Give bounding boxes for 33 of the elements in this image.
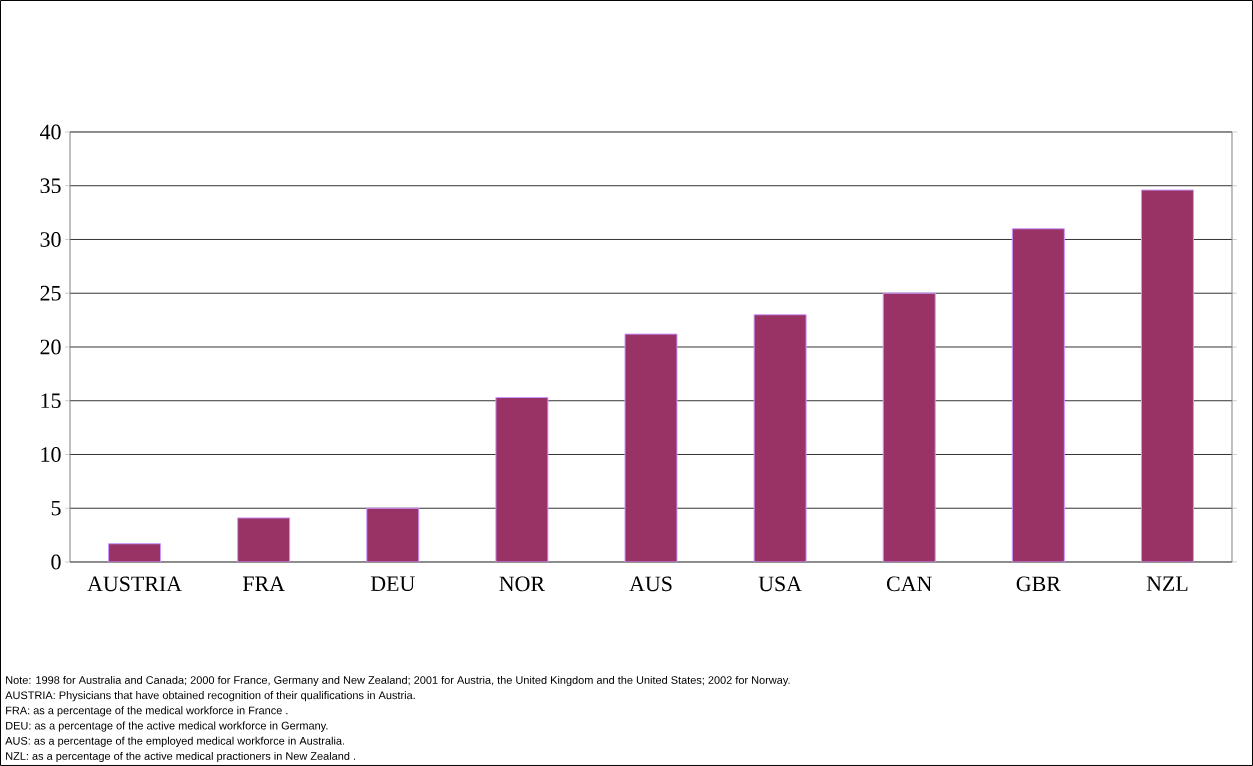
y-tick-label: 40 <box>39 124 61 140</box>
bar <box>624 333 678 562</box>
text: NZL: as a percentage of the active medical practioners in New Zealand . <box>6 751 356 763</box>
x-tick-label: USA <box>758 576 802 592</box>
bar <box>1140 189 1194 562</box>
text: Note: 1998 for Australia and Canada; 2000 for France, Germany and New Zealand; 2001 for Austria, the United Kingdom and the United States; 2002 for Norway. <box>6 675 790 687</box>
x-tick-label: NZL <box>1146 576 1188 591</box>
y-tick-label: 0 <box>51 554 61 570</box>
bar <box>495 397 549 562</box>
bar <box>1011 228 1065 562</box>
y-tick-label: 10 <box>41 447 61 462</box>
x-tick-label: DEU <box>370 576 415 592</box>
bar <box>753 314 807 562</box>
bar <box>108 543 162 562</box>
x-tick-label: CAN <box>886 576 932 592</box>
x-tick-label: GBR <box>1016 576 1061 592</box>
text: FRA: as a percentage of the medical workforce in France . <box>6 706 288 717</box>
y-tick-label: 5 <box>51 500 61 516</box>
x-tick-label: NOR <box>499 576 545 592</box>
text: AUS: as a percentage of the employed medical workforce in Australia. <box>5 736 345 747</box>
y-tick-label: 25 <box>40 285 61 301</box>
x-tick-label: FRA <box>242 576 285 591</box>
bar <box>882 292 936 562</box>
y-tick-label: 30 <box>40 232 61 247</box>
bar <box>237 517 291 562</box>
text: AUSTRIA: Physicians that have obtained recognition of their qualifications in Austria. <box>5 691 415 702</box>
y-tick-label: 35 <box>40 178 61 194</box>
text: DEU: as a percentage of the active medical workforce in Germany. <box>6 721 328 732</box>
bar <box>366 507 420 562</box>
x-tick-label: AUS <box>629 576 672 592</box>
y-tick-label: 15 <box>41 393 61 409</box>
y-tick-label: 20 <box>40 339 61 355</box>
x-tick-label: AUSTRIA <box>87 576 182 592</box>
